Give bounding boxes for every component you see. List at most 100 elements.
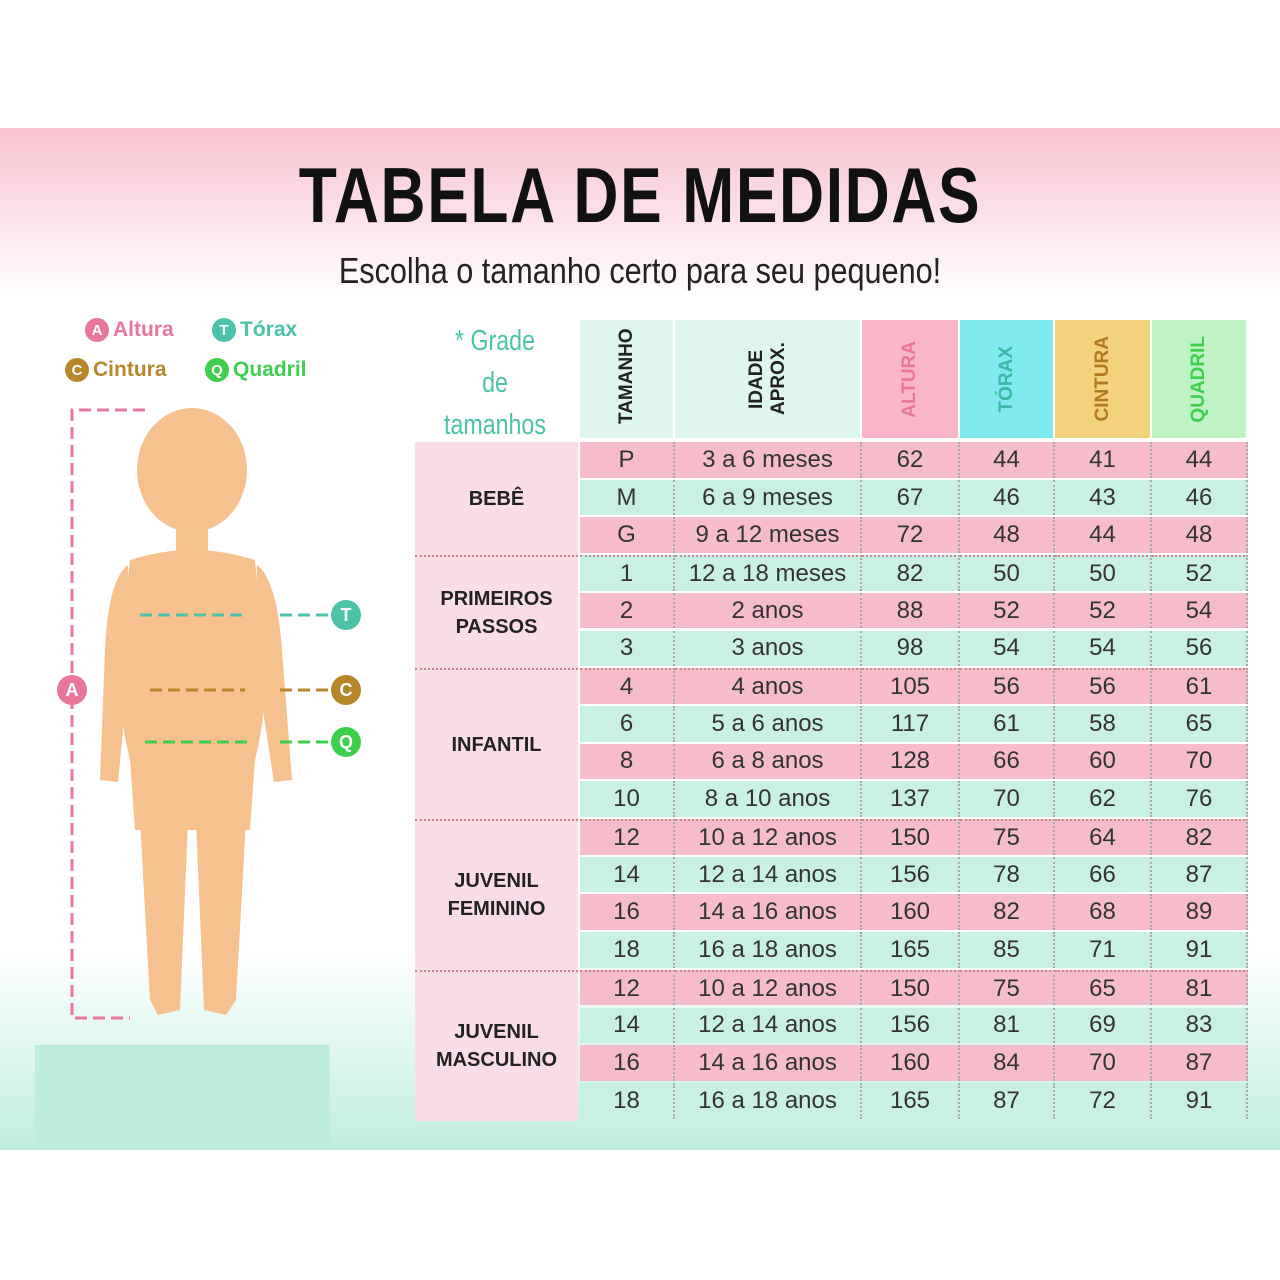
legend-letter: T — [212, 318, 236, 342]
table-cell: 91 — [1152, 932, 1248, 968]
column-header: CINTURA — [1055, 320, 1150, 438]
note-line: * Grade de — [455, 325, 535, 399]
table-cell: 137 — [862, 781, 960, 817]
table-cell: 10 a 12 anos — [675, 819, 862, 855]
table-cell: 44 — [960, 442, 1055, 478]
table-cell: 6 — [580, 705, 675, 742]
table-cell: 12 a 14 anos — [675, 1007, 862, 1044]
table-cell: 65 — [1055, 969, 1152, 1006]
table-cell: 9 a 12 meses — [675, 517, 862, 554]
table-cell: 48 — [960, 517, 1055, 554]
table-cell: 14 a 16 anos — [675, 1045, 862, 1081]
table-cell: 56 — [1152, 630, 1248, 667]
column-header: QUADRIL — [1152, 320, 1246, 438]
legend-letter: C — [65, 358, 89, 382]
table-cell: 8 a 10 anos — [675, 781, 862, 817]
table-cell: 81 — [1152, 969, 1248, 1006]
table-cell: 72 — [862, 517, 960, 554]
table-cell: 88 — [862, 592, 960, 629]
table-cell: 165 — [862, 932, 960, 968]
table-cell: 70 — [960, 781, 1055, 817]
column-header-label: IDADE APROX. — [745, 342, 789, 416]
column-header-label: QUADRIL — [1188, 335, 1209, 423]
table-cell: 18 — [580, 932, 675, 968]
legend-letter: Q — [205, 358, 229, 382]
table-cell: 150 — [862, 819, 960, 855]
table-cell: 150 — [862, 969, 960, 1006]
table-cell: 56 — [1055, 668, 1152, 704]
table-cell: 12 a 18 meses — [675, 555, 862, 591]
legend-item: Q Quadril — [205, 358, 307, 382]
legend-item: C Cintura — [65, 358, 167, 382]
table-cell: 16 — [580, 1045, 675, 1081]
group-label: PRIMEIROS PASSOS — [415, 555, 578, 669]
column-header: ALTURA — [862, 320, 958, 438]
table-cell: 67 — [862, 479, 960, 516]
note-line: tamanhos — [444, 409, 546, 441]
subtitle: Escolha o tamanho certo para seu pequeno… — [338, 250, 942, 291]
table-cell: 54 — [960, 630, 1055, 667]
table-cell: 5 a 6 anos — [675, 705, 862, 742]
column-header: TÓRAX — [960, 320, 1053, 438]
table-cell: 50 — [960, 555, 1055, 591]
table-cell: 52 — [1152, 555, 1248, 591]
table-cell: 2 — [580, 592, 675, 629]
table-cell: 16 — [580, 894, 675, 931]
table-cell: P — [580, 442, 675, 478]
table-cell: 78 — [960, 856, 1055, 893]
legend-label: Quadril — [233, 358, 307, 381]
table-cell: 75 — [960, 819, 1055, 855]
table-cell: 64 — [1055, 819, 1152, 855]
legend-label: Altura — [113, 318, 174, 341]
table-cell: 91 — [1152, 1082, 1248, 1119]
table-cell: 70 — [1055, 1045, 1152, 1081]
table-cell: 4 — [580, 668, 675, 704]
table-cell: 10 a 12 anos — [675, 969, 862, 1006]
table-cell: 98 — [862, 630, 960, 667]
table-cell: 4 anos — [675, 668, 862, 704]
column-header-label: ALTURA — [899, 340, 920, 418]
column-header-label: TAMANHO — [615, 328, 637, 424]
table-cell: 16 a 18 anos — [675, 932, 862, 968]
marker-letter: C — [340, 680, 353, 700]
table-cell: 82 — [862, 555, 960, 591]
table-cell: 60 — [1055, 743, 1152, 780]
group-label: BEBÊ — [415, 442, 578, 556]
table-cell: 87 — [960, 1082, 1055, 1119]
table-cell: 128 — [862, 743, 960, 780]
table-cell: 54 — [1152, 592, 1248, 629]
table-cell: 46 — [1152, 479, 1248, 516]
table-cell: 10 — [580, 781, 675, 817]
legend-letter: A — [85, 318, 109, 342]
table-cell: 6 a 8 anos — [675, 743, 862, 780]
table-cell: 68 — [1055, 894, 1152, 931]
column-header: TAMANHO — [580, 320, 673, 438]
table-cell: 66 — [960, 743, 1055, 780]
table-cell: 52 — [960, 592, 1055, 629]
table-cell: 46 — [960, 479, 1055, 516]
table-cell: 44 — [1055, 517, 1152, 554]
table-cell: 41 — [1055, 442, 1152, 478]
table-cell: 61 — [960, 705, 1055, 742]
table-cell: 58 — [1055, 705, 1152, 742]
table-cell: 16 a 18 anos — [675, 1082, 862, 1119]
table-cell: 72 — [1055, 1082, 1152, 1119]
title: TABELA DE MEDIDAS — [298, 151, 982, 239]
table-cell: 62 — [862, 442, 960, 478]
table-cell: 156 — [862, 856, 960, 893]
table-cell: G — [580, 517, 675, 554]
table-cell: 12 — [580, 969, 675, 1006]
table-cell: 1 — [580, 555, 675, 591]
table-cell: 89 — [1152, 894, 1248, 931]
group-label: INFANTIL — [415, 668, 578, 819]
table-cell: 82 — [960, 894, 1055, 931]
legend-label: Cintura — [93, 358, 167, 381]
table-cell: 69 — [1055, 1007, 1152, 1044]
legend-item: A Altura — [85, 318, 174, 342]
table-cell: 117 — [862, 705, 960, 742]
table-cell: 12 a 14 anos — [675, 856, 862, 893]
table-cell: 76 — [1152, 781, 1248, 817]
legend-item: T Tórax — [212, 318, 297, 342]
child-figure: A T C Q — [35, 408, 361, 1150]
column-header-label: CINTURA — [1091, 336, 1113, 422]
